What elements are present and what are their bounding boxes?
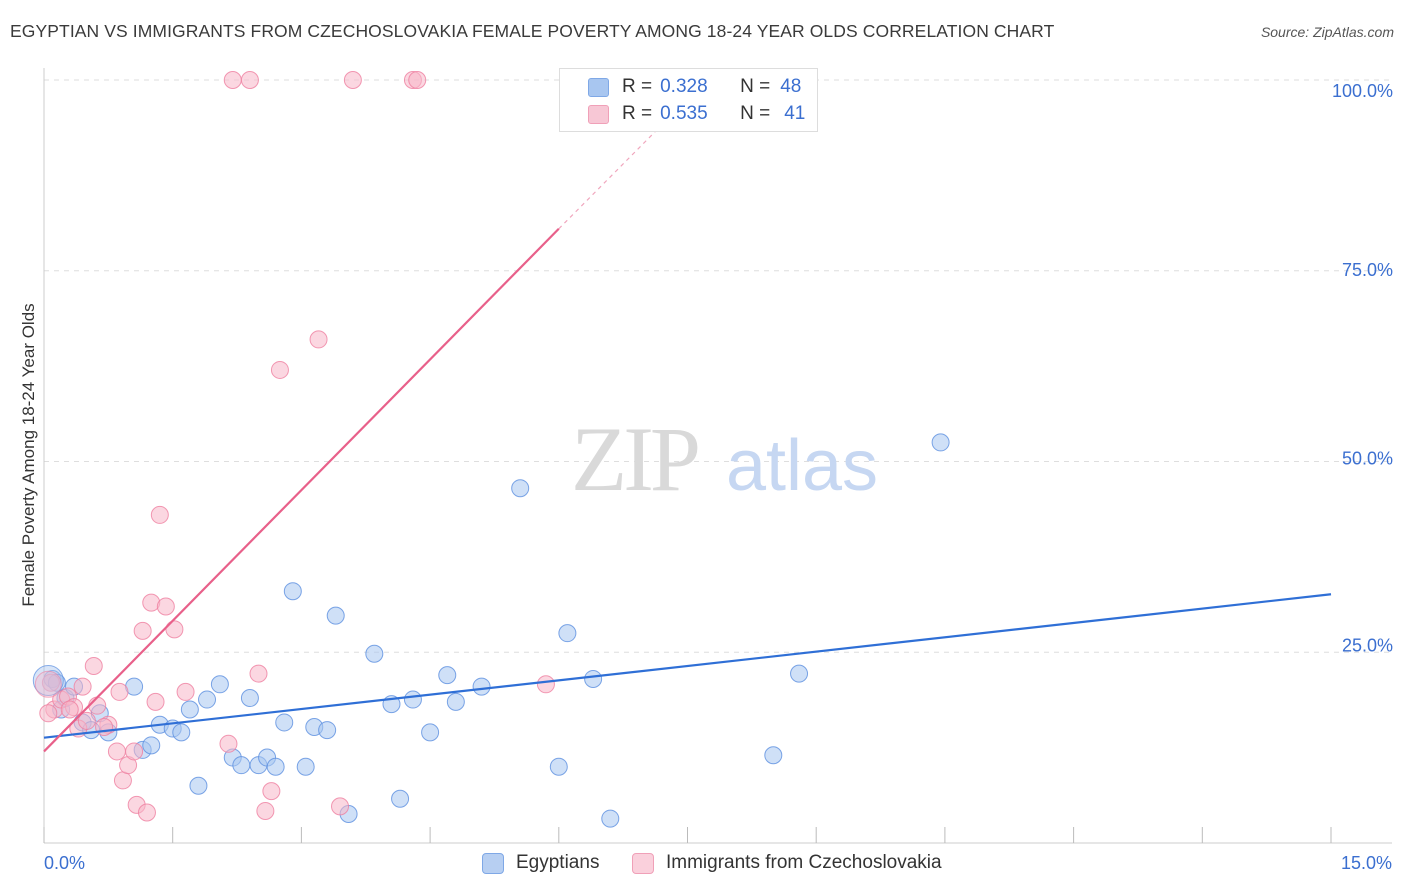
point-egyptians bbox=[210, 675, 229, 694]
legend-item-egyptians[interactable]: Egyptians bbox=[482, 852, 599, 874]
point-czech bbox=[133, 621, 152, 640]
point-czech bbox=[176, 682, 195, 701]
point-czech bbox=[270, 360, 289, 379]
point-egyptians bbox=[283, 582, 302, 601]
point-czech bbox=[95, 718, 114, 737]
point-czech bbox=[219, 734, 238, 753]
point-egyptians bbox=[296, 757, 315, 776]
chart-title: EGYPTIAN VS IMMIGRANTS FROM CZECHOSLOVAK… bbox=[10, 21, 1055, 41]
point-czech bbox=[309, 330, 328, 349]
point-czech bbox=[256, 801, 275, 820]
point-czech bbox=[408, 71, 427, 89]
legend-label-czech: Immigrants from Czechoslovakia bbox=[666, 852, 942, 873]
x-tick-label-max: 15.0% bbox=[1341, 853, 1392, 873]
point-egyptians bbox=[511, 479, 530, 498]
y-tick-label: 25.0% bbox=[1342, 635, 1393, 655]
point-egyptians bbox=[318, 721, 337, 740]
y-tick-label: 75.0% bbox=[1342, 260, 1393, 280]
point-czech bbox=[110, 682, 129, 701]
source-credit: Source: ZipAtlas.com bbox=[1260, 24, 1394, 40]
point-egyptians bbox=[172, 723, 191, 742]
point-czech bbox=[39, 704, 58, 723]
point-egyptians bbox=[142, 736, 161, 755]
legend-swatch-blue bbox=[588, 77, 609, 97]
legend-r-label: R = bbox=[622, 76, 653, 97]
point-czech bbox=[240, 71, 259, 89]
legend-swatch-pink bbox=[588, 104, 609, 124]
series-legend: Egyptians Immigrants from Czechoslovakia bbox=[0, 852, 1406, 876]
trend-line-egyptians bbox=[43, 593, 1332, 739]
legend-n-value: 48 bbox=[780, 76, 802, 97]
y-tick-label: 100.0% bbox=[1332, 81, 1393, 101]
point-czech bbox=[125, 742, 144, 761]
point-egyptians bbox=[275, 713, 294, 732]
stats-legend: R = 0.328 N = 48 R = 0.535 N = 41 bbox=[559, 68, 818, 132]
trend-line-czech bbox=[43, 228, 560, 753]
legend-swatch-egyptians bbox=[482, 852, 504, 874]
point-egyptians bbox=[326, 606, 345, 625]
point-czech bbox=[150, 505, 169, 524]
point-czech bbox=[249, 664, 268, 683]
point-egyptians bbox=[549, 757, 568, 776]
legend-n-value: 41 bbox=[784, 103, 806, 124]
point-egyptians-cluster bbox=[32, 664, 64, 696]
legend-item-czech[interactable]: Immigrants from Czechoslovakia bbox=[632, 852, 942, 874]
watermark-zip: ZIP bbox=[571, 408, 698, 510]
point-czech bbox=[88, 696, 107, 715]
point-czech bbox=[262, 782, 281, 801]
point-egyptians bbox=[438, 666, 457, 685]
point-egyptians bbox=[403, 690, 422, 709]
point-egyptians bbox=[198, 690, 217, 709]
legend-row-egyptians: R = 0.328 N = 48 bbox=[560, 74, 801, 100]
point-egyptians bbox=[584, 669, 603, 688]
point-egyptians bbox=[266, 757, 285, 776]
legend-swatch-czech bbox=[632, 852, 654, 874]
legend-label-egyptians: Egyptians bbox=[516, 852, 600, 873]
y-tick-label: 50.0% bbox=[1342, 449, 1393, 469]
point-egyptians bbox=[391, 789, 410, 808]
legend-n-label: N = bbox=[740, 103, 771, 124]
legend-row-czech: R = 0.535 N = 41 bbox=[560, 101, 805, 127]
legend-r-label: R = bbox=[622, 103, 653, 124]
grid-lines: 25.0% 50.0% 75.0% 100.0% bbox=[44, 79, 1393, 655]
point-czech bbox=[343, 71, 362, 89]
point-egyptians bbox=[189, 776, 208, 795]
point-egyptians bbox=[790, 664, 809, 683]
point-egyptians bbox=[472, 677, 491, 696]
axes bbox=[43, 68, 1392, 844]
point-egyptians bbox=[931, 433, 950, 452]
point-egyptians bbox=[232, 756, 251, 775]
point-egyptians bbox=[240, 689, 259, 708]
point-egyptians bbox=[421, 723, 440, 742]
point-czech bbox=[73, 677, 92, 696]
legend-r-value: 0.328 bbox=[660, 76, 708, 97]
point-czech bbox=[156, 597, 175, 616]
point-egyptians bbox=[601, 809, 620, 828]
point-czech bbox=[107, 742, 126, 761]
point-egyptians bbox=[180, 700, 199, 719]
y-axis-label: Female Poverty Among 18-24 Year Olds bbox=[19, 303, 38, 606]
point-czech bbox=[536, 675, 555, 694]
point-czech bbox=[41, 673, 60, 692]
point-czech bbox=[77, 711, 96, 730]
point-egyptians bbox=[365, 644, 384, 663]
point-egyptians bbox=[446, 692, 465, 711]
point-czech bbox=[146, 692, 165, 711]
point-egyptians bbox=[558, 624, 577, 643]
point-czech bbox=[165, 620, 184, 639]
point-czech bbox=[84, 656, 103, 675]
watermark-atlas: atlas bbox=[726, 426, 878, 506]
point-czech bbox=[331, 797, 350, 816]
legend-r-value: 0.535 bbox=[660, 103, 708, 124]
point-czech-cluster bbox=[34, 670, 62, 698]
legend-n-label: N = bbox=[740, 76, 771, 97]
point-czech bbox=[223, 71, 242, 89]
point-czech bbox=[113, 771, 132, 790]
point-egyptians bbox=[764, 746, 783, 765]
point-czech bbox=[137, 803, 156, 822]
point-czech bbox=[60, 700, 79, 719]
x-tick-label-min: 0.0% bbox=[44, 853, 85, 873]
